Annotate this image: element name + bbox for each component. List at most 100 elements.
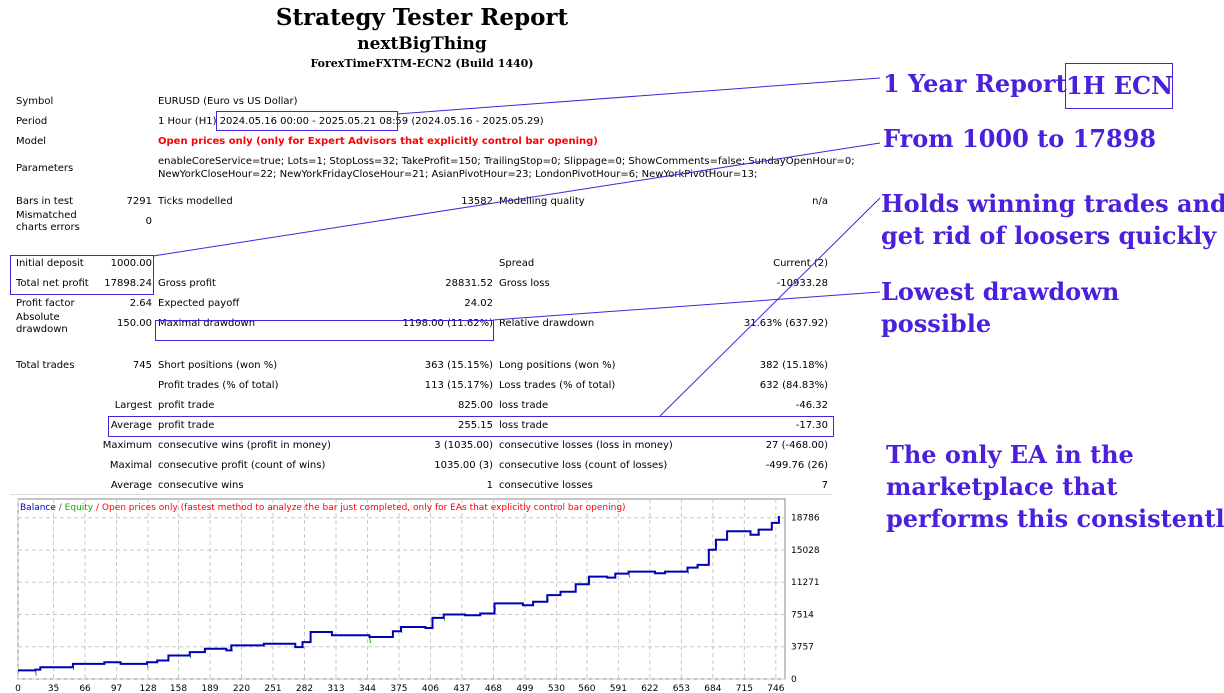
row-v1-value: Average bbox=[110, 480, 152, 491]
x-tick-label: 560 bbox=[578, 684, 595, 693]
row-v3-value: 27 (-468.00) bbox=[765, 440, 828, 451]
row-v3-value: 632 (84.83%) bbox=[759, 380, 828, 391]
connector-line bbox=[492, 291, 881, 321]
row-v2-value: 3 (1035.00) bbox=[434, 440, 493, 451]
x-tick-label: 128 bbox=[139, 684, 156, 693]
x-tick-label: 746 bbox=[767, 684, 784, 693]
period-highlight-box bbox=[216, 111, 398, 131]
row-c3-label: consecutive losses (loss in money) bbox=[499, 440, 673, 451]
row-v1-value: Average bbox=[110, 420, 152, 431]
y-tick-label: 11271 bbox=[791, 578, 820, 588]
model-label: Model bbox=[16, 136, 47, 147]
row-c1-label: Absolute drawdown bbox=[16, 312, 68, 335]
report-title: Strategy Tester Report bbox=[275, 4, 569, 31]
row-v3-value: n/a bbox=[812, 196, 828, 207]
symbol-value: EURUSD (Euro vs US Dollar) bbox=[158, 96, 298, 107]
x-tick-label: 406 bbox=[422, 684, 439, 693]
row-v3-value: 382 (15.18%) bbox=[759, 360, 828, 371]
row-v2-value: 825.00 bbox=[458, 400, 493, 411]
annotation-only-1: The only EA in the bbox=[886, 440, 1134, 469]
row-v2-value: 1 bbox=[486, 480, 493, 491]
period-suffix: (2024.05.16 - 2025.05.29) bbox=[411, 116, 544, 127]
annotation-holds-2: get rid of loosers quickly bbox=[881, 221, 1217, 250]
row-v3-value: Current (2) bbox=[773, 258, 828, 269]
annotation-only-2: marketplace that bbox=[886, 472, 1118, 501]
chart-legend: Balance / Equity / Open prices only (fas… bbox=[20, 503, 626, 513]
row-v3-value: -499.76 (26) bbox=[765, 460, 828, 471]
legend-sep: / bbox=[55, 503, 65, 513]
row-c2-label: Expected payoff bbox=[158, 298, 240, 309]
row-v2-value: 24.02 bbox=[464, 298, 493, 309]
model-value: Open prices only (only for Expert Adviso… bbox=[158, 136, 598, 147]
row-v2-value: 113 (15.17%) bbox=[424, 380, 493, 391]
row-v1-value: Maximum bbox=[102, 440, 152, 451]
x-tick-label: 499 bbox=[516, 684, 533, 693]
row-v2-value: 363 (15.15%) bbox=[424, 360, 493, 371]
y-tick-label: 7514 bbox=[791, 610, 814, 620]
x-tick-label: 189 bbox=[201, 684, 218, 693]
parameters-line-2: NewYorkCloseHour=22; NewYorkFridayCloseH… bbox=[158, 169, 758, 180]
y-tick-label: 15028 bbox=[791, 546, 820, 556]
row-v2-value: 1035.00 (3) bbox=[434, 460, 493, 471]
average-highlight-box bbox=[108, 416, 834, 437]
ea-name: nextBigThing bbox=[357, 34, 487, 54]
x-tick-label: 437 bbox=[453, 684, 470, 693]
row-c3-label: loss trade bbox=[499, 400, 549, 411]
row-c1-label: Mismatched charts errors bbox=[16, 210, 80, 233]
y-tick-label: 3757 bbox=[791, 643, 814, 653]
row-c2-label: profit trade bbox=[158, 400, 215, 411]
server-name: ForexTimeFXTM-ECN2 (Build 1440) bbox=[310, 57, 534, 70]
x-tick-label: 0 bbox=[15, 684, 21, 693]
row-v1-value: 2.64 bbox=[129, 298, 152, 309]
row-v1-value: Largest bbox=[114, 400, 152, 411]
period-label: Period bbox=[16, 116, 48, 127]
row-v2-value: 28831.52 bbox=[445, 278, 493, 289]
equity-dip bbox=[369, 636, 371, 644]
row-c2-label: Maximal drawdown bbox=[158, 318, 256, 329]
y-tick-label: 18786 bbox=[791, 514, 820, 524]
annotation-holds-1: Holds winning trades and bbox=[881, 189, 1224, 218]
x-tick-label: 715 bbox=[736, 684, 753, 693]
legend-sep: / bbox=[93, 503, 102, 513]
row-v1-value: Maximal bbox=[109, 460, 152, 471]
row-v2-value: 1198.00 (11.62%) bbox=[402, 318, 493, 329]
row-v1-value: 745 bbox=[132, 360, 152, 371]
row-c2-label: Gross profit bbox=[158, 278, 216, 289]
annotation-drawdown-1: Lowest drawdown bbox=[881, 277, 1120, 306]
deposit-highlight-box bbox=[10, 255, 154, 295]
plot-area bbox=[17, 498, 786, 680]
x-tick-label: 653 bbox=[673, 684, 690, 693]
row-c3-label: Spread bbox=[499, 258, 535, 269]
row-c1-label: Initial deposit bbox=[16, 258, 84, 269]
row-v1-value: 0 bbox=[145, 216, 152, 227]
parameters-label: Parameters bbox=[16, 163, 74, 174]
row-v1-value: 1000.00 bbox=[110, 258, 152, 269]
annotation-only-3: performs this consistently bbox=[886, 504, 1224, 533]
row-v3-value: 7 bbox=[821, 480, 828, 491]
row-c2-label: profit trade bbox=[158, 420, 215, 431]
legend-equity: Equity bbox=[64, 503, 94, 513]
row-c1-label: Total net profit bbox=[16, 278, 89, 289]
row-v3-value: 31.63% (637.92) bbox=[743, 318, 828, 329]
row-c1-label: Bars in test bbox=[16, 196, 73, 207]
x-tick-label: 220 bbox=[233, 684, 250, 693]
annotation-badge: 1H ECN bbox=[1065, 63, 1173, 109]
row-c3-label: Long positions (won %) bbox=[499, 360, 616, 371]
row-v2-value: 255.15 bbox=[458, 420, 493, 431]
period-prefix: 1 Hour (H1) bbox=[158, 116, 217, 127]
row-c3-label: loss trade bbox=[499, 420, 549, 431]
period-value: 1 Hour (H1) 2024.05.16 00:00 - 2025.05.2… bbox=[158, 116, 544, 128]
x-tick-label: 282 bbox=[296, 684, 313, 693]
x-tick-label: 344 bbox=[359, 684, 376, 693]
row-v1-value: 150.00 bbox=[117, 318, 152, 329]
row-c2-label: Short positions (won %) bbox=[158, 360, 278, 371]
drawdown-highlight-box bbox=[155, 320, 494, 341]
row-c3-label: consecutive loss (count of losses) bbox=[499, 460, 668, 471]
annotation-growth: From 1000 to 17898 bbox=[883, 124, 1157, 153]
legend-balance: Balance bbox=[20, 503, 56, 513]
x-tick-label: 591 bbox=[610, 684, 627, 693]
x-tick-label: 468 bbox=[485, 684, 502, 693]
x-tick-label: 622 bbox=[641, 684, 658, 693]
annotation-drawdown-2: possible bbox=[881, 309, 992, 338]
row-c2-label: Profit trades (% of total) bbox=[158, 380, 279, 391]
